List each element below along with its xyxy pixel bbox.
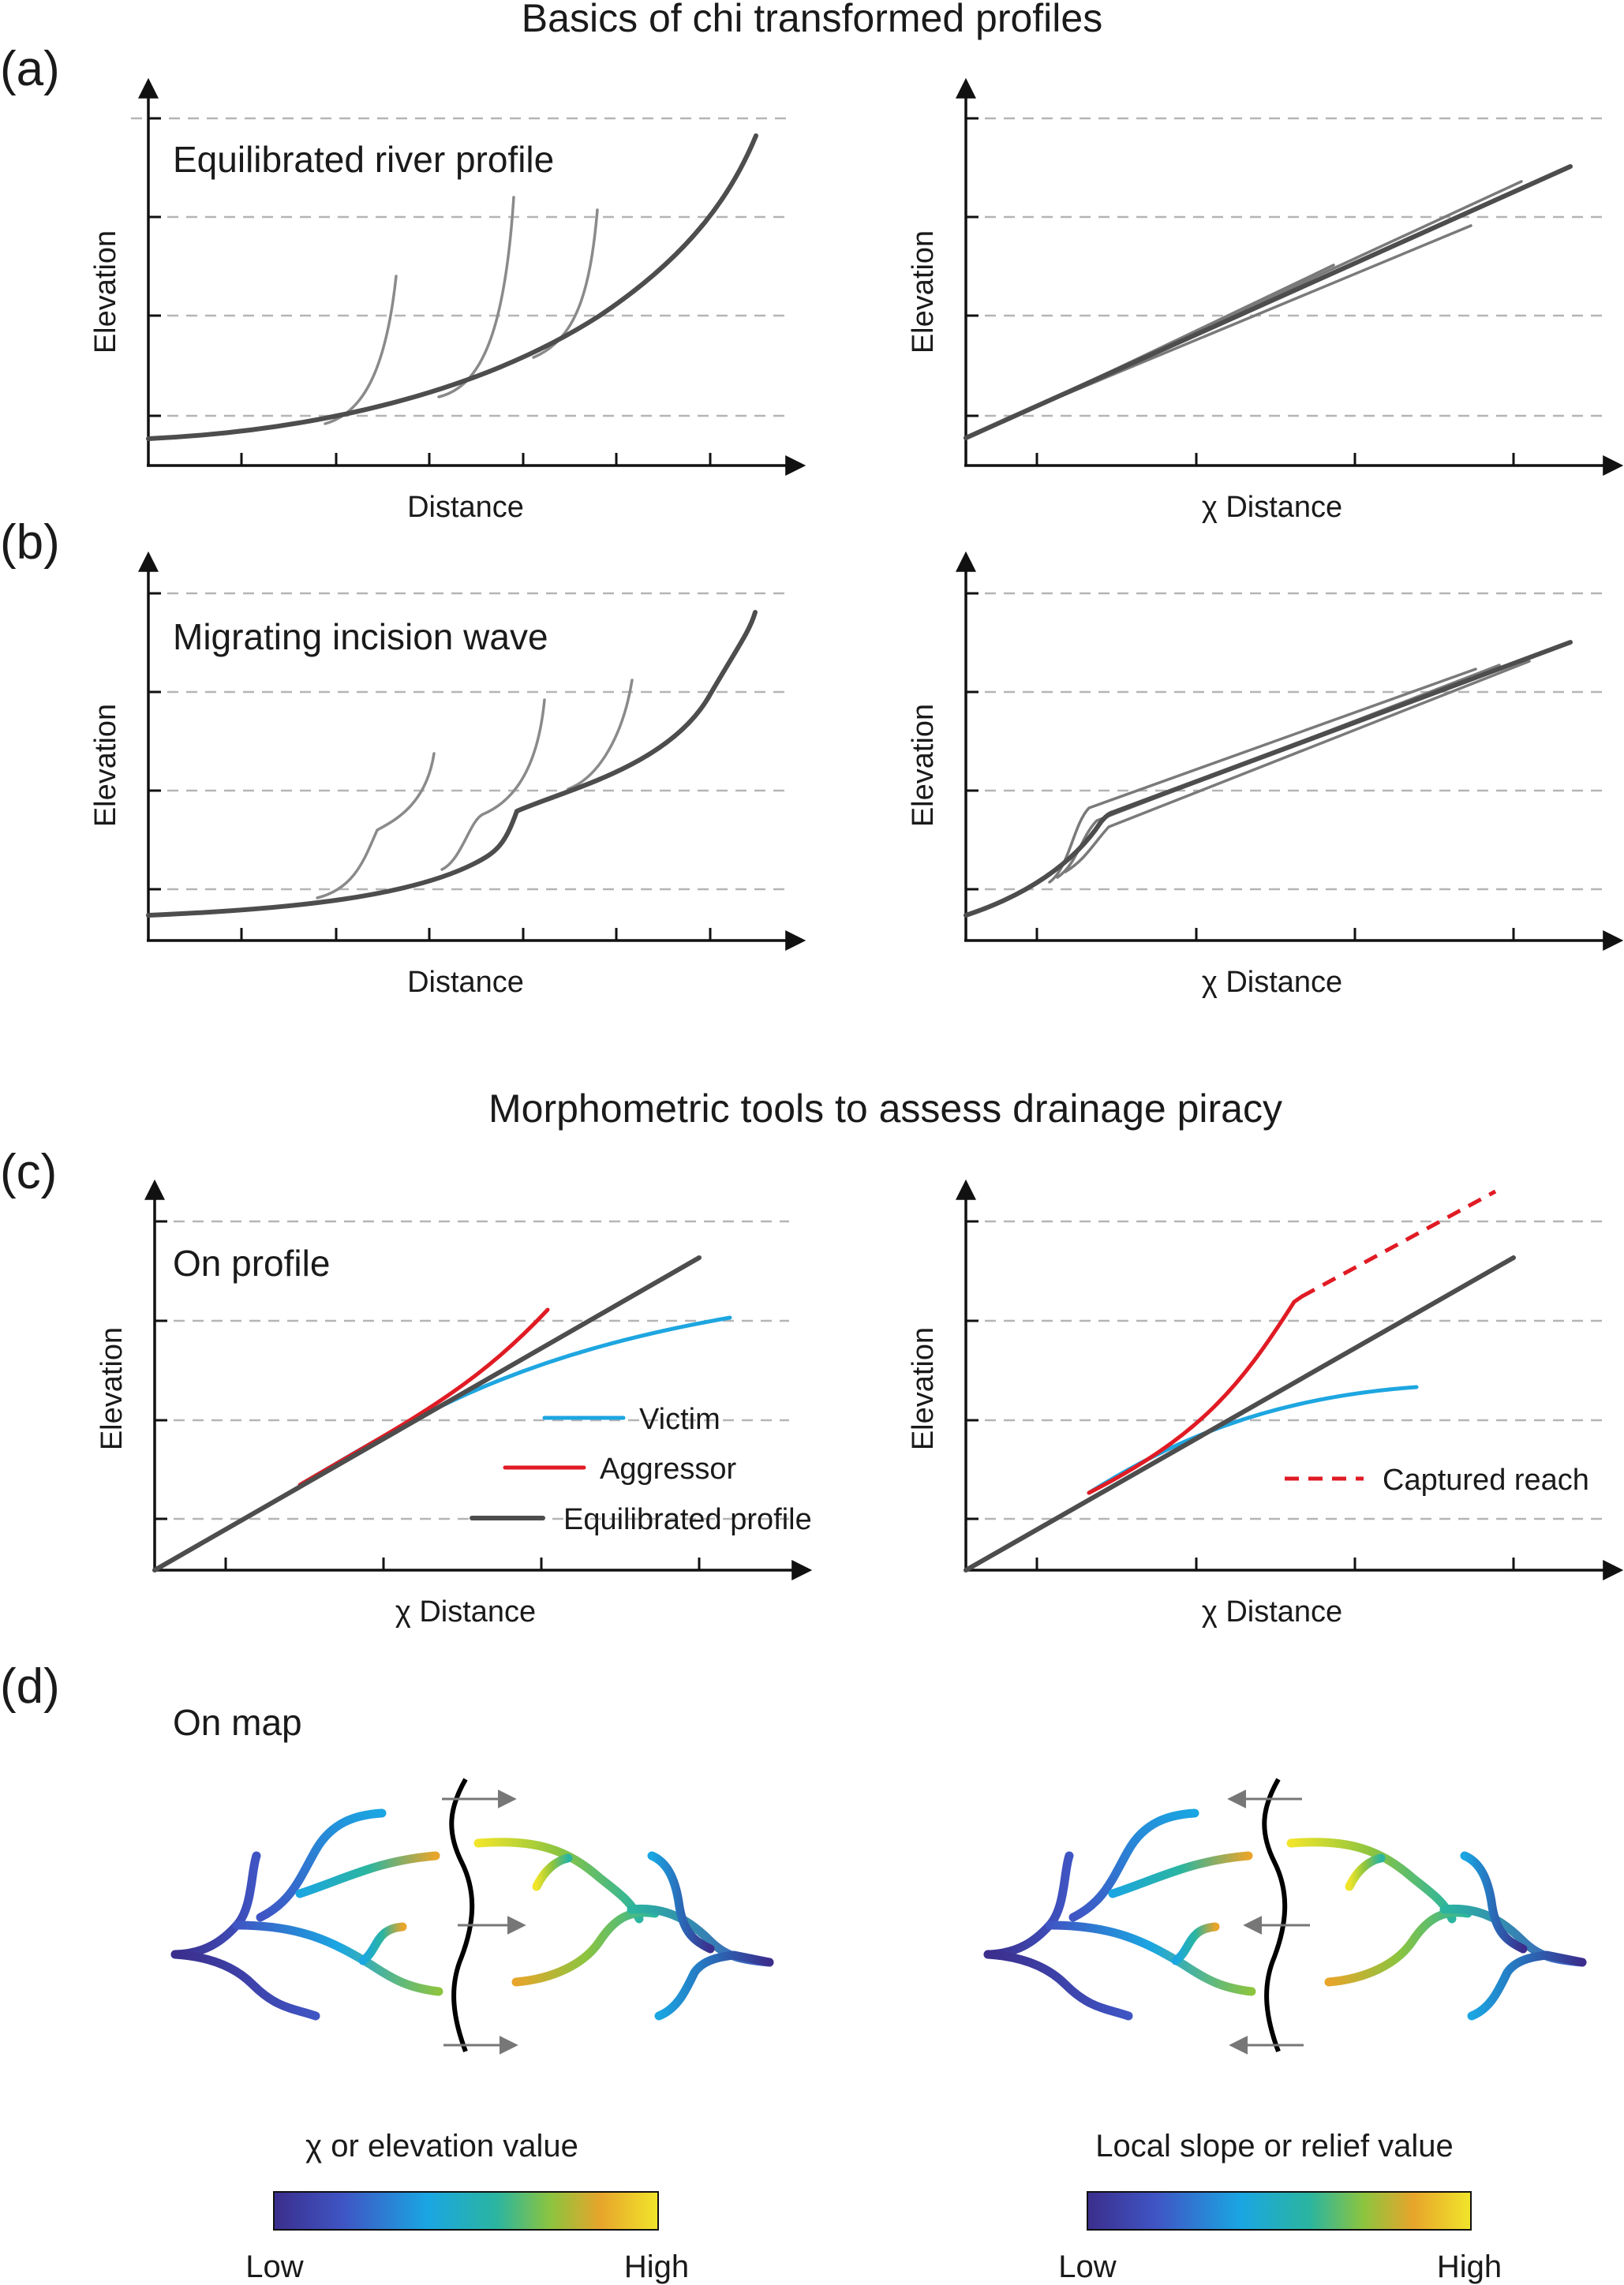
drainage-branch: [647, 1851, 715, 1954]
drainage-branch: [358, 1922, 407, 1965]
y-axis-label: Elevation: [907, 704, 940, 827]
x-axis-label: χ Distance: [395, 1595, 536, 1629]
drainage-branch: [473, 1838, 644, 1924]
panel-a-right-plot: χ Distance Elevation: [907, 77, 1624, 524]
colorbar-right: Local slope or relief value Low High: [1058, 2129, 1502, 2284]
tributary-profile: [567, 679, 634, 791]
y-axis-label: Elevation: [89, 704, 122, 827]
drainage-branch: [295, 1851, 440, 1898]
equilibrated-profile: [964, 1255, 1516, 1573]
y-ticks: [148, 117, 161, 417]
legend-victim: Victim: [639, 1403, 720, 1436]
tributary-profile: [316, 752, 436, 899]
x-axis-label: χ Distance: [1202, 966, 1342, 999]
drainage-branch: [1460, 1851, 1528, 1954]
equilibrated-profile: [152, 1255, 702, 1573]
drainage-branch: [1068, 1808, 1199, 1922]
colorbar-title: Local slope or relief value: [1095, 2129, 1454, 2163]
panel-a-note: Equilibrated river profile: [173, 139, 554, 180]
colorbar-gradient: [273, 2191, 659, 2231]
colorbar-gradient: [1087, 2191, 1472, 2231]
tributary-chi-profile: [1056, 664, 1501, 879]
legend-captured: Captured reach: [1383, 1464, 1589, 1497]
tributary-chi-profile: [1056, 224, 1472, 399]
panel-label-b: (b): [0, 515, 60, 570]
drainage-branch: [232, 1920, 443, 1996]
panel-d-note: On map: [173, 1702, 302, 1743]
drainage-branch: [256, 1808, 387, 1922]
tributary-chi-profile: [1048, 668, 1477, 884]
drainage-branch: [983, 1950, 1133, 2021]
aggressor-profile: [297, 1307, 550, 1487]
victim-profile: [1087, 1385, 1419, 1495]
y-axis-label: Elevation: [95, 1327, 129, 1450]
drainage-branch: [1171, 1922, 1220, 1965]
drainage-branch: [1345, 1853, 1386, 1891]
drainage-branch: [1324, 1908, 1472, 1987]
colorbar-low-label: Low: [245, 2249, 303, 2284]
tributary-chi-profile: [1064, 660, 1531, 873]
x-axis-label: Distance: [407, 966, 524, 999]
drainage-branch: [1108, 1851, 1253, 1898]
panel-b-left-plot: Migrating incision wave Distance Elevati…: [89, 551, 806, 999]
panel-label-c: (c): [0, 1145, 57, 1199]
legend-aggressor: Aggressor: [600, 1453, 737, 1486]
map-left: [170, 1778, 774, 2055]
tributary-profile: [440, 698, 546, 871]
x-axis-label: Distance: [407, 491, 524, 524]
drainage-divide: [1262, 1778, 1288, 2053]
y-axis-label: Elevation: [907, 1327, 940, 1450]
x-axis-label: χ Distance: [1202, 1595, 1342, 1629]
captured-reach: [1300, 1189, 1497, 1299]
panel-c-left-plot: On profile Victim Aggressor Equilibrated…: [95, 1179, 813, 1629]
drainage-branch: [170, 1950, 320, 2021]
legend-equilibrated: Equilibrated profile: [563, 1503, 812, 1536]
drainage-branch: [983, 1851, 1074, 1959]
x-axis-label: χ Distance: [1202, 491, 1342, 524]
colorbar-title: χ or elevation value: [305, 2129, 578, 2163]
drainage-branch: [511, 1908, 660, 1987]
map-right: [983, 1778, 1587, 2055]
panel-label-d: (d): [0, 1659, 60, 1714]
x-ticks: [240, 453, 712, 466]
drainage-branch: [1467, 1950, 1587, 2021]
drainage-branch: [654, 1950, 774, 2021]
section-title-piracy: Morphometric tools to assess drainage pi…: [488, 1086, 1282, 1131]
panel-c-right-plot: Captured reach χ Distance Elevation: [907, 1179, 1624, 1629]
section-title-chi: Basics of chi transformed profiles: [522, 0, 1102, 40]
tributary-profile: [532, 208, 599, 359]
drainage-branch: [1286, 1838, 1457, 1924]
drainage-branch: [532, 1853, 573, 1891]
drainage-branch: [170, 1851, 261, 1959]
aggressor-profile: [1087, 1294, 1304, 1495]
main-chi-profile: [964, 640, 1573, 918]
panel-b-right-plot: χ Distance Elevation: [907, 551, 1624, 999]
panel-label-a: (a): [0, 42, 60, 96]
tributary-profile: [437, 196, 515, 398]
panel-a-left-plot: Equilibrated river profile Distance Elev…: [89, 77, 806, 524]
main-chi-profile: [964, 164, 1573, 440]
panel-c-note: On profile: [173, 1243, 330, 1284]
colorbar-high-label: High: [624, 2249, 689, 2284]
panel-b-note: Migrating incision wave: [173, 616, 548, 657]
colorbar-low-label: Low: [1058, 2249, 1116, 2284]
y-axis-label: Elevation: [89, 230, 122, 353]
main-river-profile: [146, 610, 758, 918]
colorbar-left: χ or elevation value Low High: [245, 2129, 689, 2284]
drainage-divide: [449, 1778, 475, 2053]
main-river-profile: [146, 133, 758, 441]
drainage-branch: [1045, 1920, 1256, 1996]
colorbar-high-label: High: [1437, 2249, 1502, 2284]
tributary-profile: [324, 275, 398, 425]
y-axis-label: Elevation: [907, 230, 940, 353]
